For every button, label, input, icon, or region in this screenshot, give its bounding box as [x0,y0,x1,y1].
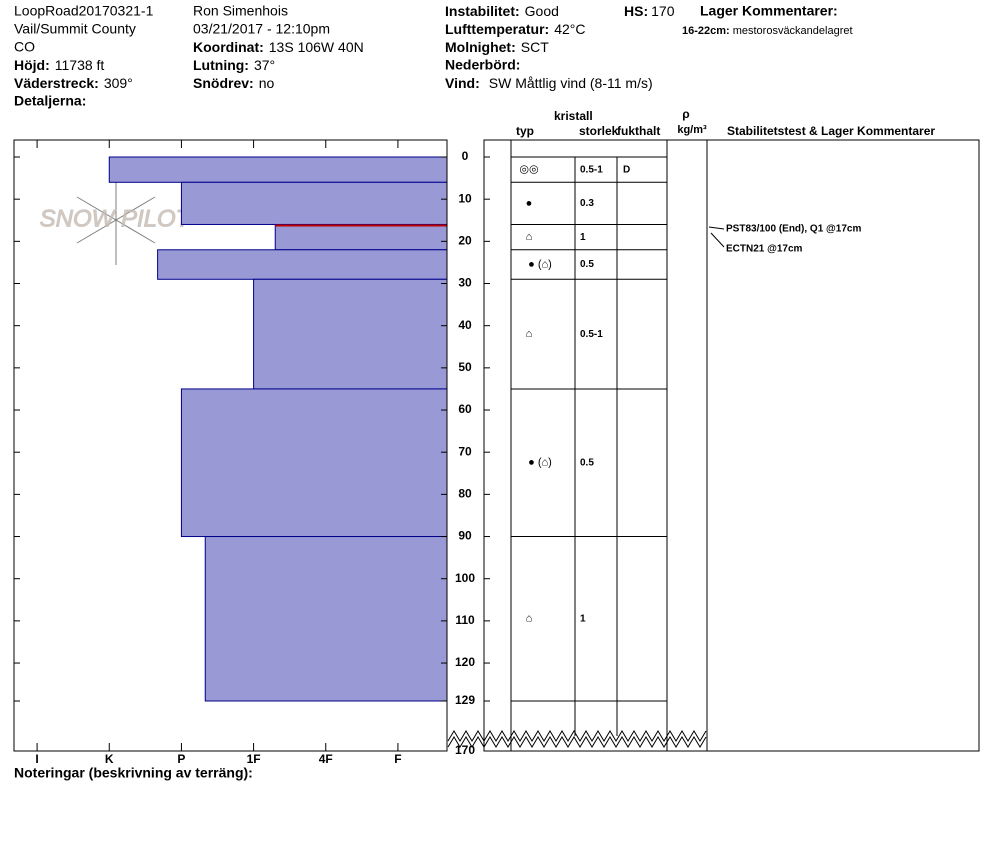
col-header: storlek [579,124,619,138]
col-header: typ [516,124,534,138]
col-header: kg/m³ [677,124,707,136]
grain-type: ⌂ [526,231,533,243]
grain-size: 0.3 [580,198,594,209]
chart-frame [13,139,448,752]
axis-break [447,730,707,742]
grain-type: ● [526,197,533,209]
y-tick-label: 20 [458,234,472,248]
x-tick-label: P [177,752,185,766]
notes: Noteringar (beskrivning av terräng): [14,765,253,781]
x-tick-label: 1F [247,752,261,766]
y-tick-label: 30 [458,276,472,290]
x-tick-label: K [105,752,114,766]
layer-bar [157,249,448,280]
logo [76,175,156,265]
y-tick-label: 70 [458,444,472,458]
y-tick-label: 60 [458,402,472,416]
y-tick-label: 100 [455,571,475,585]
axis-break [447,736,707,748]
moisture: D [623,164,630,175]
drift: Snödrev: no [193,75,274,91]
slope: Lutning: 37° [193,57,275,73]
sky: Molnighet: SCT [445,39,549,55]
observer: Ron Simenhois [193,3,288,19]
grain-size: 1 [580,613,586,624]
grain-type: ● (⌂) [528,457,552,469]
layer-bar [180,388,448,538]
y-tick-label: 90 [458,529,472,543]
arrow [710,232,725,248]
y-tick-label: 10 [458,191,472,205]
details: Detaljerna: [14,93,86,109]
grain-size: 0.5 [580,259,594,270]
y-tick-label: 40 [458,318,472,332]
total-depth: 170 [455,743,475,757]
coordinates: Koordinat: 13S 106W 40N [193,39,364,55]
layer-bar [253,278,448,390]
arrow [708,226,725,230]
x-tick-label: 4F [319,752,333,766]
precip: Nederbörd: [445,57,520,73]
wind: Vind: SW Måttlig vind (8-11 m/s) [445,75,653,91]
grain-size: 1 [580,232,586,243]
y-tick-label: 80 [458,487,472,501]
grain-size: 0.5-1 [580,329,603,340]
col-header: Stabilitetstest & Lager Kommentarer [727,124,935,138]
y-tick-label: 129 [455,693,475,707]
air-temp: Lufttemperatur: 42°C [445,21,586,37]
x-tick-label: F [394,752,401,766]
col-header: kristall [554,109,593,123]
col-header: fukthalt [617,124,660,138]
state: CO [14,39,35,55]
grain-type: ⌂ [526,613,533,625]
layer-bar [274,223,448,251]
y-tick-label: 50 [458,360,472,374]
stability: Instabilitet: Good [445,3,559,19]
aspect: Väderstreck: 309° [14,75,133,91]
site: LoopRoad20170321-1 [14,3,154,19]
grain-size: 0.5-1 [580,164,603,175]
layer-bar [180,181,448,225]
test-result: PST83/100 (End), Q1 @17cm [726,224,861,235]
grain-type: ⌂ [526,328,533,340]
elevation: Höjd: 11738 ft [14,57,104,73]
grain-type: ● (⌂) [528,258,552,270]
grain-size: 0.5 [580,457,594,468]
test-result: ECTN21 @17cm [726,244,803,255]
logo-text: SNOW PILOT [40,205,193,232]
y-tick-label: 0 [462,149,469,163]
datetime: 03/21/2017 - 12:10pm [193,21,330,37]
layer-comment: 16-22cm: mestorosväckandelagret [682,25,853,37]
y-tick-label: 110 [455,613,475,627]
grain-type: ◎◎ [519,164,538,176]
hs: HS: 170 [624,3,675,19]
col-header: ρ [682,107,689,121]
layer-bar [204,536,448,702]
location: Vail/Summit County [14,21,136,37]
layer-comments-title: Lager Kommentarer: [700,3,838,19]
y-tick-label: 120 [455,655,475,669]
layer-bar [108,156,448,183]
x-tick-label: I [35,752,38,766]
table-frame [483,139,980,752]
